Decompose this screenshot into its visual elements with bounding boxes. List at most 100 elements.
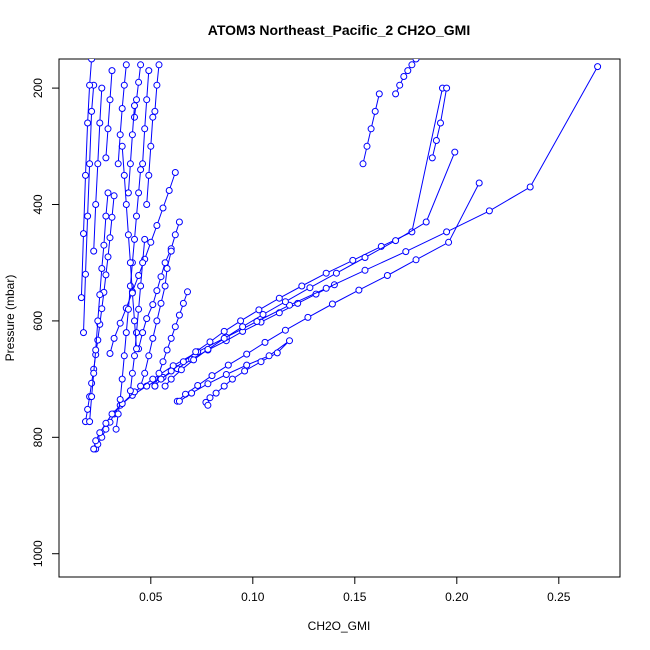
data-point bbox=[167, 334, 175, 342]
data-point bbox=[255, 306, 263, 314]
data-point bbox=[367, 125, 375, 133]
series-21 bbox=[131, 61, 145, 121]
data-point bbox=[175, 218, 183, 226]
data-point bbox=[220, 334, 228, 342]
data-point bbox=[412, 256, 420, 264]
data-point bbox=[86, 160, 94, 168]
data-point bbox=[80, 329, 87, 337]
data-point bbox=[304, 313, 312, 321]
data-point bbox=[84, 119, 92, 127]
data-point bbox=[131, 113, 138, 121]
data-point bbox=[90, 445, 98, 453]
data-point bbox=[122, 201, 130, 208]
series-20 bbox=[114, 61, 130, 168]
data-point bbox=[485, 207, 493, 215]
data-point bbox=[143, 315, 151, 323]
data-point bbox=[135, 78, 143, 86]
series-line bbox=[93, 88, 103, 252]
data-point bbox=[281, 326, 289, 334]
data-point bbox=[204, 401, 212, 409]
data-point bbox=[155, 61, 163, 69]
data-point bbox=[135, 189, 143, 197]
x-tick-label: 0.20 bbox=[445, 590, 469, 604]
data-point bbox=[167, 247, 175, 255]
chart-title: ATOM3 Northeast_Pacific_2 CH2O_GMI bbox=[208, 22, 470, 38]
data-point bbox=[298, 282, 306, 290]
data-point bbox=[133, 329, 140, 337]
data-point bbox=[116, 396, 124, 403]
data-point bbox=[383, 272, 391, 279]
data-point bbox=[128, 289, 136, 297]
data-point bbox=[86, 81, 94, 89]
data-point bbox=[161, 259, 169, 267]
data-point bbox=[163, 265, 171, 272]
data-point bbox=[137, 282, 145, 290]
data-point bbox=[408, 228, 416, 236]
data-point bbox=[96, 429, 104, 437]
data-point bbox=[98, 265, 106, 272]
series-line bbox=[138, 221, 180, 349]
data-point bbox=[82, 171, 89, 179]
data-point bbox=[179, 358, 187, 366]
data-point bbox=[422, 218, 430, 226]
series-layer bbox=[77, 59, 602, 453]
data-point bbox=[237, 317, 245, 325]
data-point bbox=[161, 282, 169, 290]
x-tick-label: 0.10 bbox=[241, 590, 265, 604]
data-point bbox=[131, 317, 138, 325]
data-point bbox=[88, 393, 96, 401]
data-point bbox=[80, 230, 87, 238]
data-point bbox=[194, 382, 202, 389]
data-point bbox=[100, 241, 108, 249]
series-3 bbox=[82, 192, 118, 426]
data-point bbox=[400, 73, 408, 80]
data-point bbox=[145, 171, 153, 179]
data-point bbox=[135, 272, 143, 279]
data-point bbox=[137, 166, 145, 174]
data-point bbox=[239, 323, 247, 331]
series-line bbox=[146, 117, 154, 205]
y-tick-label: 400 bbox=[31, 194, 45, 214]
plot-frame bbox=[58, 58, 621, 578]
data-point bbox=[224, 361, 232, 369]
data-point bbox=[371, 107, 379, 115]
data-point bbox=[159, 358, 167, 366]
data-point bbox=[243, 361, 251, 369]
data-point bbox=[206, 338, 214, 346]
series-line bbox=[105, 70, 113, 158]
data-point bbox=[124, 231, 132, 239]
series-14 bbox=[118, 142, 140, 353]
data-point bbox=[145, 67, 153, 75]
data-point bbox=[167, 375, 175, 383]
series-line bbox=[89, 192, 109, 422]
data-point bbox=[124, 305, 132, 313]
data-point bbox=[120, 171, 128, 179]
data-point bbox=[220, 382, 228, 390]
data-point bbox=[92, 437, 100, 445]
data-point bbox=[120, 81, 128, 89]
data-point bbox=[408, 61, 416, 69]
data-point bbox=[84, 212, 92, 220]
data-point bbox=[96, 119, 104, 127]
data-point bbox=[404, 67, 412, 75]
x-tick-label: 0.05 bbox=[139, 590, 163, 604]
data-point bbox=[137, 382, 145, 390]
y-axis-label: Pressure (mbar) bbox=[3, 275, 17, 362]
data-point bbox=[143, 201, 151, 208]
data-point bbox=[133, 96, 140, 104]
data-point bbox=[149, 334, 157, 342]
series-line bbox=[83, 85, 95, 333]
data-point bbox=[82, 270, 89, 278]
data-point bbox=[306, 284, 314, 292]
series-19 bbox=[102, 67, 116, 162]
data-point bbox=[179, 299, 187, 307]
data-point bbox=[328, 300, 336, 308]
data-point bbox=[396, 81, 404, 89]
data-point bbox=[157, 273, 165, 281]
data-point bbox=[112, 425, 120, 433]
data-point bbox=[94, 160, 102, 168]
data-point bbox=[165, 187, 173, 194]
data-point bbox=[412, 59, 420, 63]
data-point bbox=[147, 142, 155, 150]
series-9 bbox=[175, 337, 293, 409]
